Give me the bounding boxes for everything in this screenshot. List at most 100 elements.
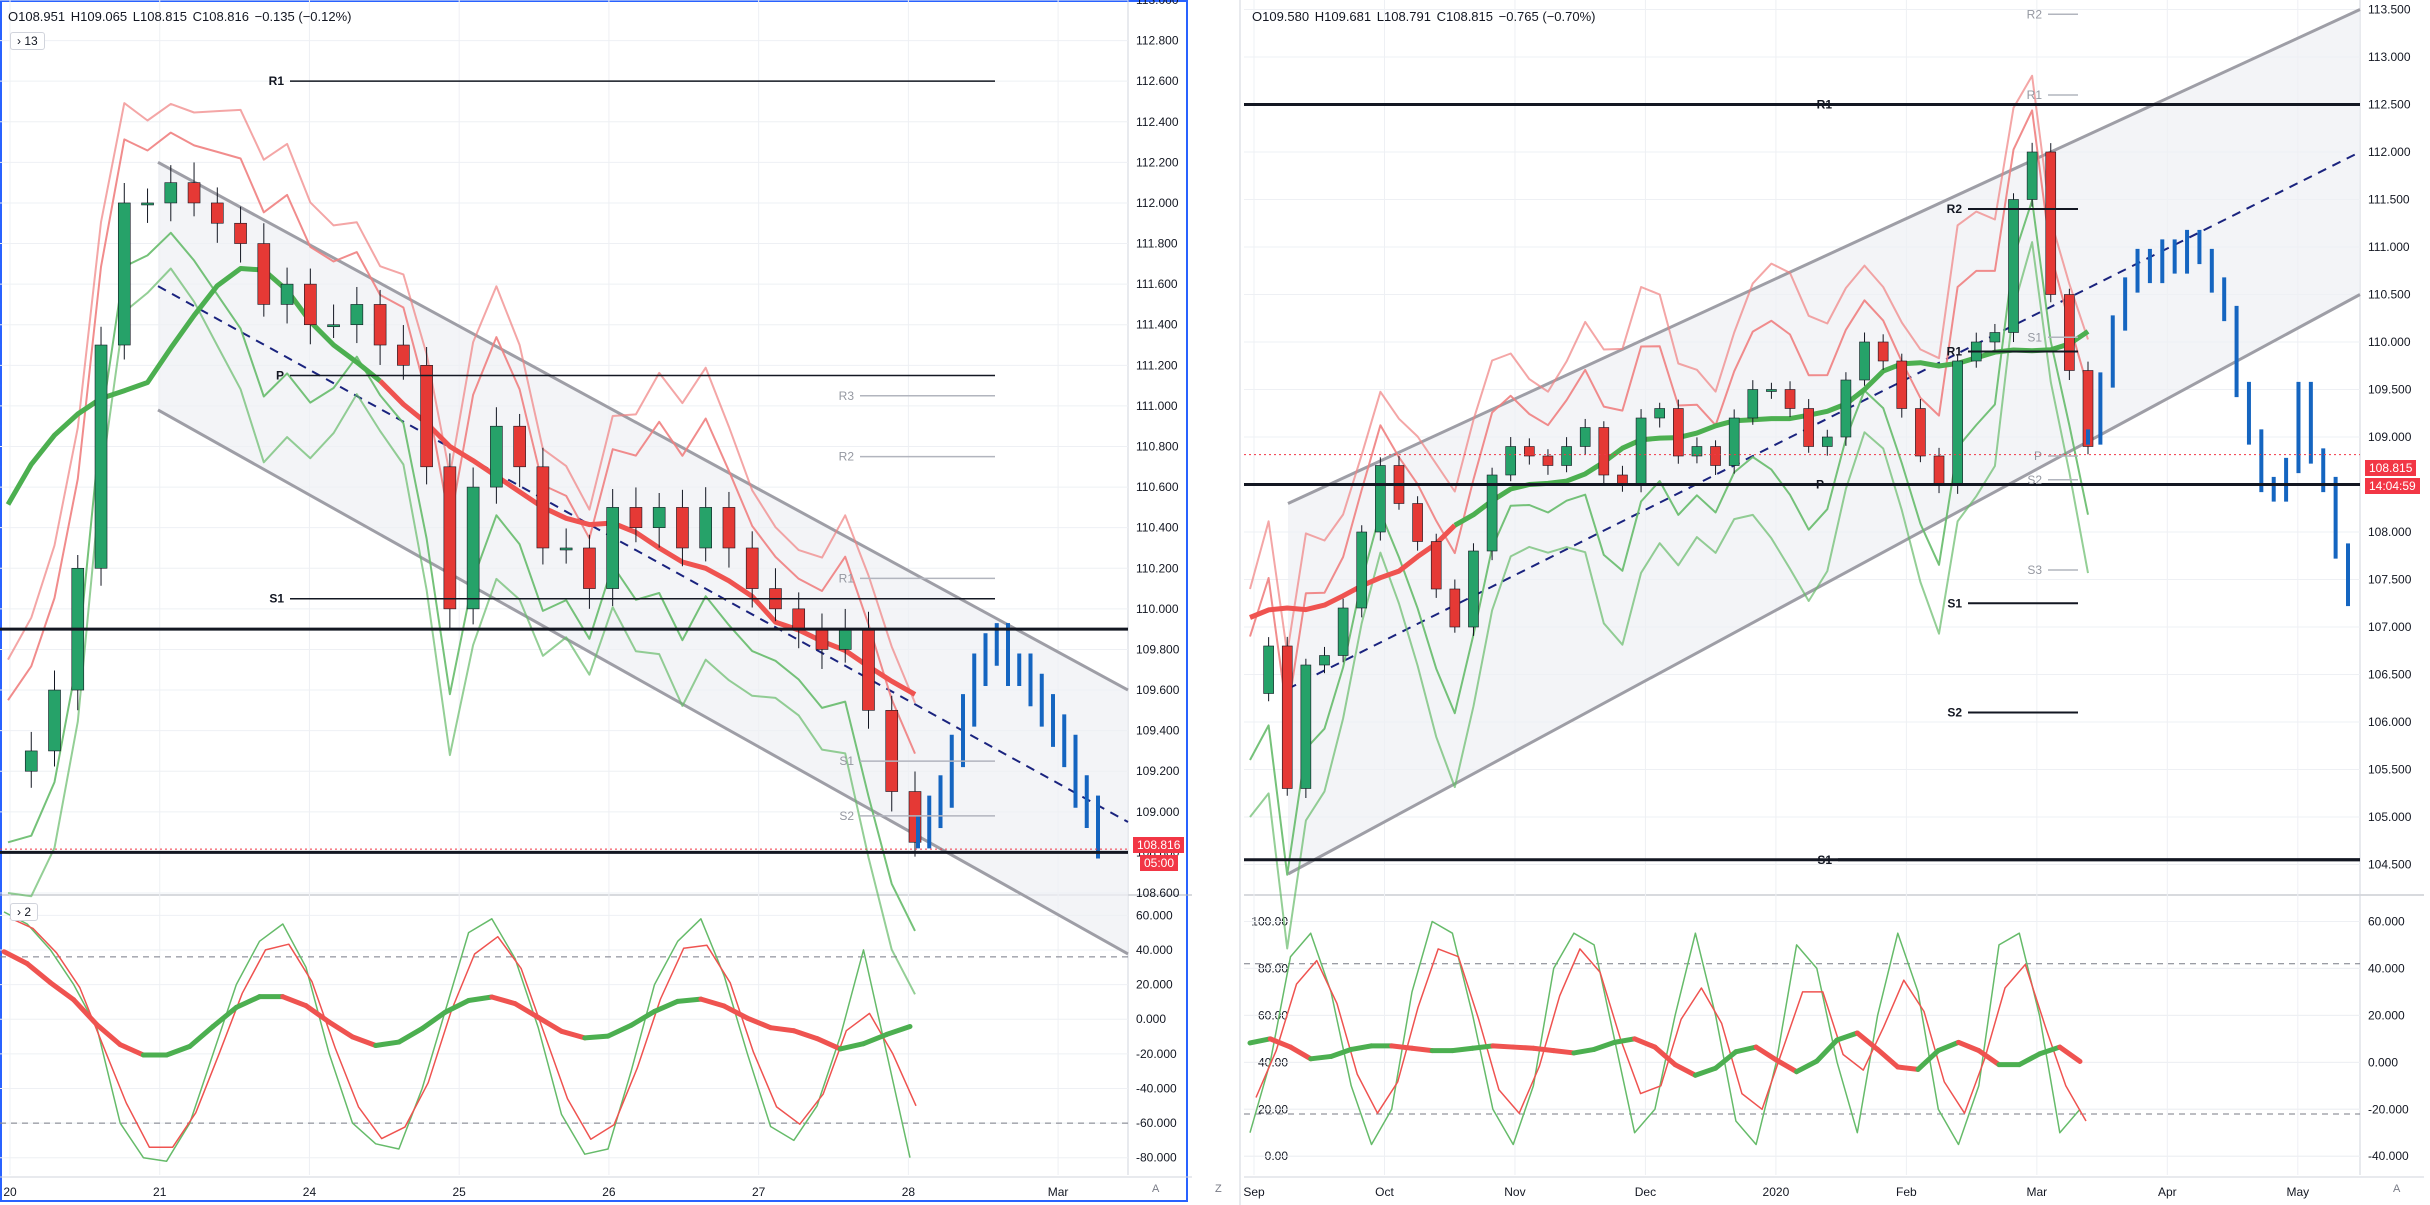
- left-x-tick-label: 27: [752, 1185, 766, 1199]
- left-pivot-label: S2: [839, 809, 854, 823]
- right-osc-y-tick-label: 0.000: [2368, 1055, 2398, 1069]
- left-y-tick-label: 111.600: [1136, 277, 1178, 291]
- right-pivot-label: S2: [1947, 706, 1962, 720]
- right-y-tick-label: 106.500: [2368, 668, 2412, 682]
- left-y-tick-label: 110.200: [1136, 561, 1179, 575]
- right-x-tick-label: Sep: [1243, 1185, 1265, 1199]
- right-candle-body: [1561, 446, 1572, 466]
- right-candle-body: [1486, 474, 1498, 552]
- right-open-value: O109.580: [1252, 9, 1310, 24]
- right-candle-body: [2064, 294, 2075, 371]
- right-candle-body: [1375, 465, 1386, 533]
- right-pivot-label: R1: [1817, 98, 1833, 112]
- left-y-tick-label: 110.000: [1136, 602, 1179, 616]
- right-candle-body: [1430, 541, 1442, 590]
- left-osc-y-tick-label: 0.000: [1136, 1012, 1166, 1026]
- left-osc-trend-line: [768, 1025, 797, 1034]
- chevron-right-icon: ›: [17, 34, 21, 48]
- left-candle-body: [117, 202, 131, 346]
- left-osc-trend-line: [303, 1003, 332, 1025]
- right-osc-slow-line: [1255, 948, 2087, 1122]
- left-osc-trend-line: [326, 1019, 355, 1040]
- left-osc-trend-line: [419, 1009, 448, 1032]
- right-zoom-toggle[interactable]: Z: [1215, 1183, 1222, 1195]
- left-auto-scale-toggle[interactable]: A: [1152, 1183, 1160, 1195]
- left-y-tick-label: 109.600: [1136, 683, 1180, 697]
- left-candle-body: [257, 243, 271, 305]
- right-auto-scale-toggle[interactable]: A: [2393, 1183, 2401, 1195]
- right-candle-body: [1337, 607, 1349, 656]
- left-candle-body: [745, 547, 759, 589]
- right-y-tick-label: 109.000: [2368, 430, 2412, 444]
- left-osc-trend-line: [117, 1042, 146, 1058]
- right-x-tick-label: Feb: [1896, 1185, 1917, 1199]
- left-candle-body: [466, 486, 480, 610]
- right-moving-average-red: [1249, 523, 1457, 620]
- left-candle-body: [676, 507, 689, 549]
- right-ohlc-legend: O109.580 H109.681 L108.791 C108.815 −0.7…: [1252, 9, 1597, 24]
- right-osc-trend-line: [2057, 1044, 2083, 1064]
- right-osc-trend-line: [1976, 1048, 2002, 1068]
- left-oscillator-chip[interactable]: › 2: [10, 903, 39, 921]
- left-moving-average-green: [5, 266, 382, 506]
- right-osc-trend-line: [1854, 1030, 1881, 1052]
- left-candle-body: [187, 182, 201, 204]
- right-y-tick-label: 107.000: [2368, 620, 2412, 634]
- left-x-tick-label: 25: [453, 1185, 467, 1199]
- right-pivot-label: P: [2034, 449, 2042, 463]
- left-osc-trend-line: [373, 1039, 402, 1049]
- right-osc-trend-line: [1733, 1044, 1759, 1055]
- left-candle-body: [327, 324, 340, 328]
- right-osc-trend-line: [1530, 1045, 1557, 1054]
- right-lower-band: [1249, 241, 2089, 950]
- right-candle-body: [1673, 408, 1684, 457]
- right-osc-trend-line: [1267, 1036, 1293, 1050]
- left-osc-trend-line: [164, 1043, 193, 1058]
- left-osc-trend-line: [1, 949, 30, 967]
- right-pivot-label: R1: [1947, 345, 1963, 359]
- right-candle-body: [1915, 408, 1926, 457]
- left-indicators-chip[interactable]: › 13: [10, 32, 45, 50]
- left-pivot-label: S1: [839, 754, 854, 768]
- left-candle-body: [885, 710, 899, 792]
- right-osc-trend-line: [1510, 1044, 1536, 1051]
- right-osc-trend-line: [1551, 1048, 1577, 1056]
- left-candle-body: [304, 283, 317, 326]
- right-candle-body: [1412, 503, 1423, 542]
- right-pivot-label: R2: [2027, 7, 2043, 21]
- left-osc-trend-line: [71, 997, 100, 1028]
- left-candle-body: [838, 628, 852, 650]
- right-change-value: −0.765 (−0.70%): [1498, 9, 1596, 24]
- left-candle-body: [164, 182, 178, 204]
- right-pivot-label: S3: [2027, 563, 2042, 577]
- left-candle-body: [94, 344, 108, 569]
- right-x-tick-label: 2020: [1763, 1185, 1790, 1199]
- left-y-tick-label: 112.000: [1136, 196, 1179, 210]
- right-pivot-label: R2: [1947, 202, 1963, 216]
- right-candle-body: [2026, 151, 2038, 200]
- left-candle-body: [862, 628, 875, 711]
- right-close-value: C108.815: [1436, 9, 1493, 24]
- right-candle-body: [1859, 341, 1870, 381]
- right-x-tick-label: Mar: [2027, 1185, 2048, 1199]
- right-channel-lower: [1287, 293, 2361, 876]
- right-candle-body: [1468, 550, 1479, 628]
- left-osc-trend-line: [233, 994, 263, 1010]
- right-pivot-label: S1: [2027, 330, 2042, 344]
- left-osc-trend-line: [210, 1004, 239, 1029]
- right-candle-body: [1691, 446, 1703, 457]
- left-osc-trend-line: [559, 1028, 588, 1041]
- left-osc-trend-line: [466, 994, 495, 1003]
- right-candle-body: [1281, 645, 1293, 789]
- right-osc-y-tick-label: 20.000: [2368, 1008, 2405, 1022]
- left-candle-body: [420, 365, 433, 468]
- left-y-tick-label: 110.800: [1136, 440, 1179, 454]
- left-candle-body: [24, 750, 38, 772]
- left-low-value: L108.815: [132, 9, 187, 24]
- left-y-tick-label: 110.400: [1136, 521, 1179, 535]
- left-candle-body: [606, 507, 619, 589]
- right-osc-trend-line: [1470, 1043, 1496, 1051]
- right-osc-trend-line: [1287, 1044, 1314, 1062]
- left-candle-body: [583, 547, 596, 589]
- left-osc-trend-line: [94, 1022, 123, 1048]
